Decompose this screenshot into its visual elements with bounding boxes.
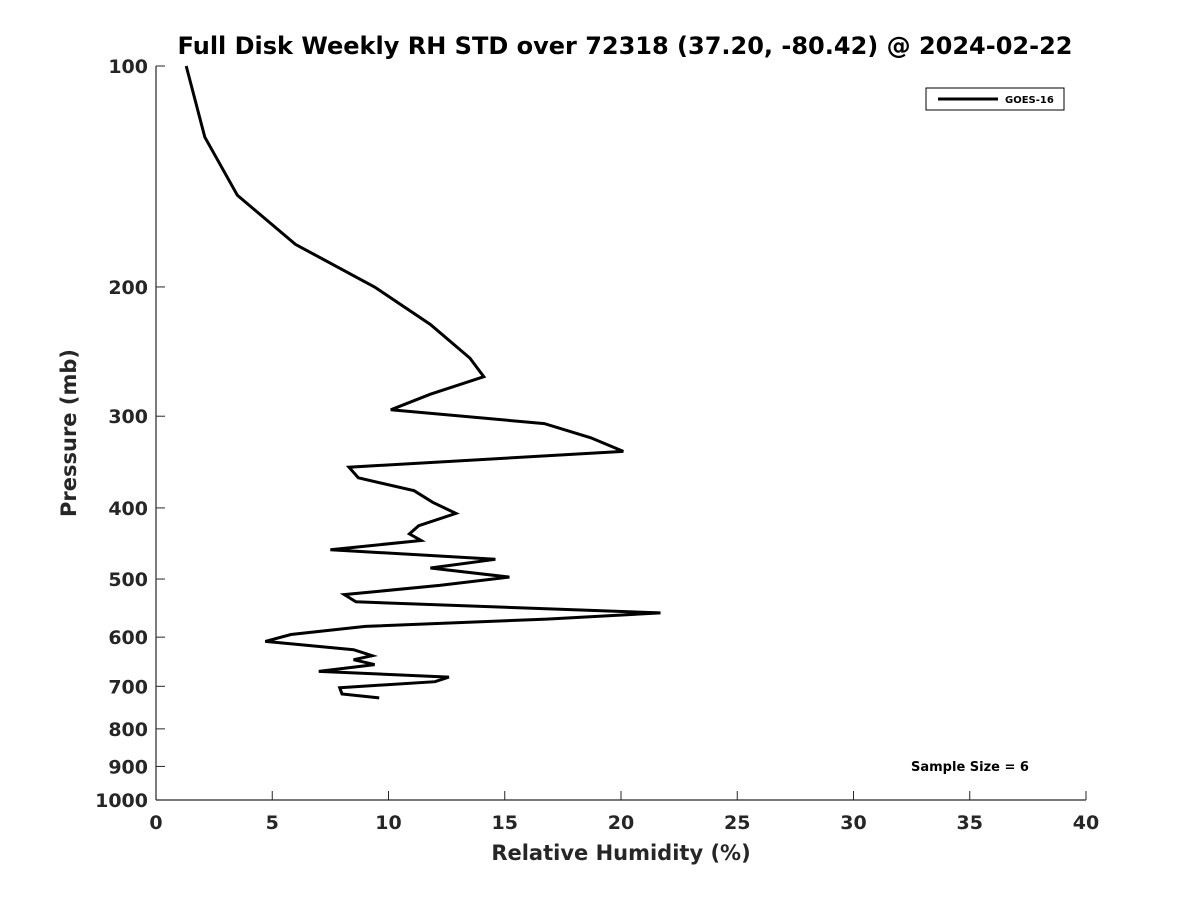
- y-tick-label-600: 600: [108, 627, 148, 649]
- x-tick-label-40: 40: [1073, 812, 1099, 834]
- y-tick-label-300: 300: [108, 406, 148, 428]
- x-tick-label-5: 5: [266, 812, 279, 834]
- x-tick-label-10: 10: [375, 812, 401, 834]
- x-axis-label: Relative Humidity (%): [491, 841, 750, 865]
- y-axis-label: Pressure (mb): [57, 349, 81, 517]
- series-line-0: [184, 65, 661, 700]
- x-tick-label-25: 25: [724, 812, 750, 834]
- x-tick-label-30: 30: [840, 812, 866, 834]
- series-layer: [184, 65, 661, 700]
- legend-label-goes-16: GOES-16: [1005, 95, 1054, 106]
- y-tick-label-500: 500: [108, 569, 148, 591]
- x-tick-label-15: 15: [492, 812, 518, 834]
- y-tick-label-900: 900: [108, 756, 148, 778]
- y-tick-label-400: 400: [108, 498, 148, 520]
- y-ticks: 100 200 300 400 500 600 700 800 900 1000: [95, 56, 165, 812]
- x-tick-label-0: 0: [149, 812, 162, 834]
- x-tick-label-20: 20: [608, 812, 634, 834]
- y-tick-label-800: 800: [108, 719, 148, 741]
- sample-size-annotation: Sample Size = 6: [911, 760, 1029, 775]
- y-tick-label-1000: 1000: [95, 790, 148, 812]
- y-tick-label-700: 700: [108, 676, 148, 698]
- chart-title: Full Disk Weekly RH STD over 72318 (37.2…: [178, 32, 1073, 60]
- y-tick-label-200: 200: [108, 277, 148, 299]
- x-ticks: 0 5 10 15 20 25 30 35 40: [149, 791, 1099, 834]
- y-tick-label-100: 100: [108, 56, 148, 78]
- x-tick-label-35: 35: [957, 812, 983, 834]
- legend: GOES-16: [925, 87, 1065, 111]
